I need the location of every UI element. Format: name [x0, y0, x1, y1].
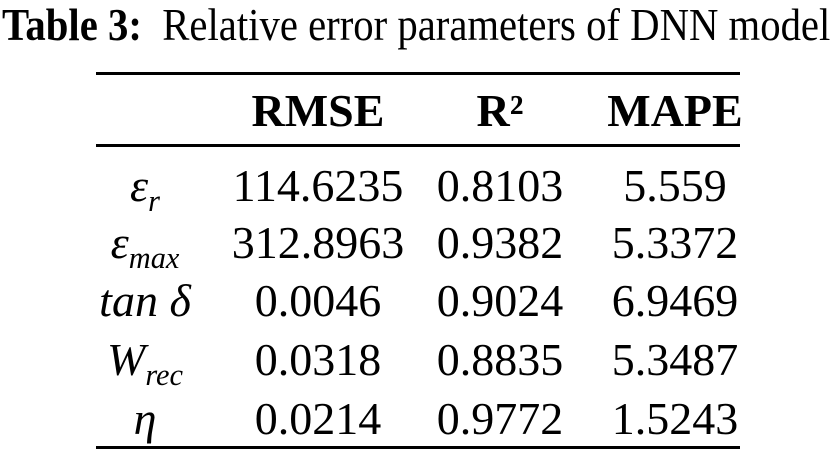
column-header-mape: MAPE — [607, 85, 743, 136]
row-label-w-rec: Wrec — [107, 334, 183, 391]
row-label-eta: η — [134, 396, 157, 442]
cell-rmse: 0.0318 — [254, 334, 382, 385]
table-header-rule — [96, 144, 740, 147]
row-label-subscript: max — [128, 241, 180, 276]
cell-rmse: 312.8963 — [231, 217, 405, 268]
row-label-epsilon-max: εmax — [110, 217, 180, 274]
cell-mape: 6.9469 — [611, 275, 739, 326]
cell-mape: 5.559 — [623, 160, 727, 211]
cell-r2: 0.9024 — [436, 275, 564, 326]
caption-text: Relative error parameters of DNN model — [162, 0, 831, 50]
cell-rmse: 0.0214 — [254, 393, 382, 444]
table-top-rule — [96, 72, 740, 75]
row-label-base: ε — [130, 160, 149, 211]
cell-mape: 5.3372 — [611, 217, 739, 268]
cell-r2: 0.9382 — [436, 217, 564, 268]
column-header-r2: R² — [476, 85, 524, 136]
row-label-base: η — [133, 393, 157, 444]
cell-r2: 0.9772 — [436, 393, 564, 444]
cell-r2: 0.8835 — [436, 334, 564, 385]
row-label-subscript: r — [148, 184, 160, 219]
cell-mape: 5.3487 — [611, 334, 739, 385]
table-caption: Table 3: Relative error parameters of DNN… — [2, 0, 830, 50]
cell-r2: 0.8103 — [436, 160, 564, 211]
cell-mape: 1.5243 — [611, 393, 739, 444]
row-label-subscript: rec — [145, 358, 183, 393]
cell-rmse: 0.0046 — [254, 275, 382, 326]
caption-label: Table 3: — [2, 0, 142, 50]
row-label-base: tan δ — [99, 275, 191, 326]
row-label-base: W — [107, 334, 146, 385]
table-bottom-rule — [96, 446, 740, 449]
data-table: RMSE R² MAPE εr 114.6235 0.8103 5.559 εm… — [96, 0, 743, 457]
row-label-base: ε — [110, 217, 129, 268]
row-label-tan-delta: tan δ — [99, 278, 191, 324]
row-label-epsilon-r: εr — [130, 160, 160, 217]
cell-rmse: 114.6235 — [232, 160, 404, 211]
column-header-rmse: RMSE — [251, 85, 385, 136]
